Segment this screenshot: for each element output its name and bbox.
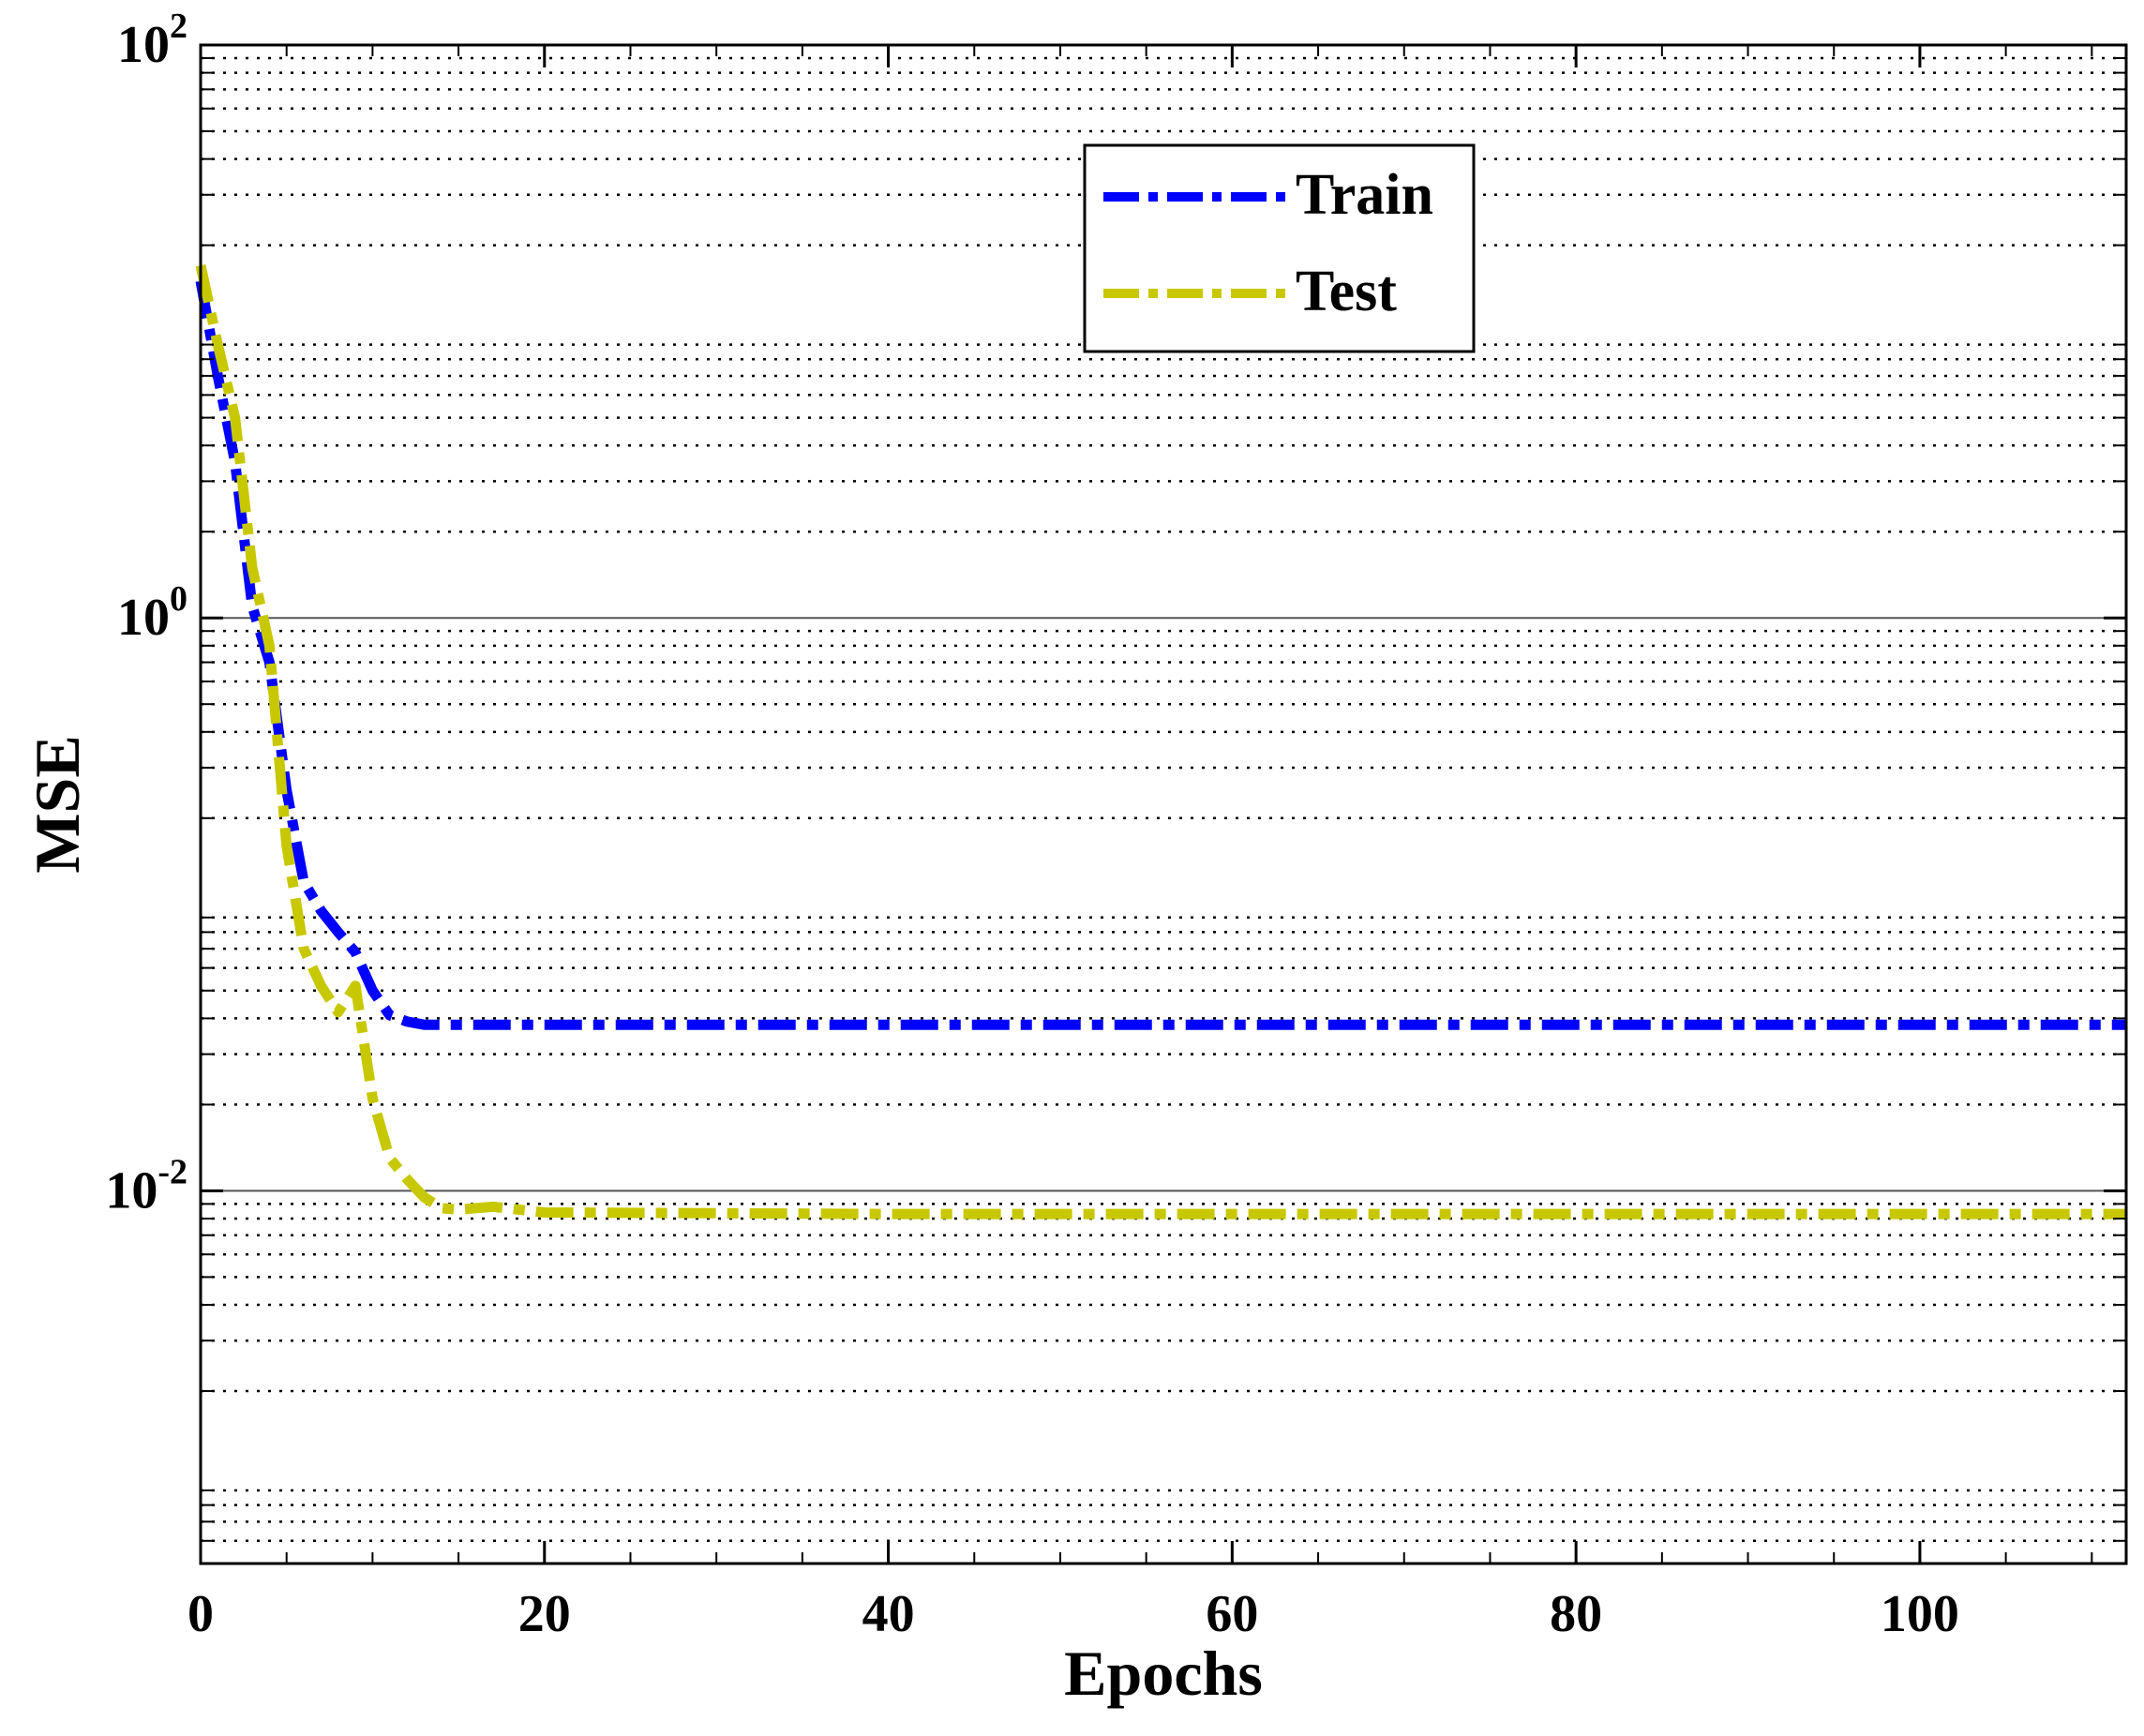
x-tick-label: 40 <box>862 1585 915 1643</box>
y-tick-label: 102 <box>117 7 187 74</box>
series-line-test <box>195 264 2126 1220</box>
ticks-layer <box>199 43 2126 1564</box>
tick-labels-layer: 102 100 10-2 0 20 40 60 80 100 <box>105 7 1959 1643</box>
legend-label-train: Train <box>1296 163 1433 227</box>
y-axis-title: MSE <box>22 735 93 873</box>
legend-box <box>1083 143 1476 353</box>
legend: Train Test <box>1083 143 1476 353</box>
x-tick-label: 20 <box>518 1585 571 1643</box>
plot-frame <box>199 43 2128 1565</box>
legend-label-test: Test <box>1296 260 1397 323</box>
y-tick-label: 100 <box>117 579 187 647</box>
series-line-train <box>195 279 2126 1030</box>
x-axis-title: Epochs <box>1064 1638 1263 1709</box>
series-layer <box>195 264 2126 1220</box>
x-tick-label: 60 <box>1206 1585 1258 1643</box>
x-tick-label: 0 <box>187 1585 214 1643</box>
x-tick-label: 100 <box>1881 1585 1959 1643</box>
y-tick-label: 10-2 <box>105 1152 187 1220</box>
x-tick-label: 80 <box>1550 1585 1602 1643</box>
